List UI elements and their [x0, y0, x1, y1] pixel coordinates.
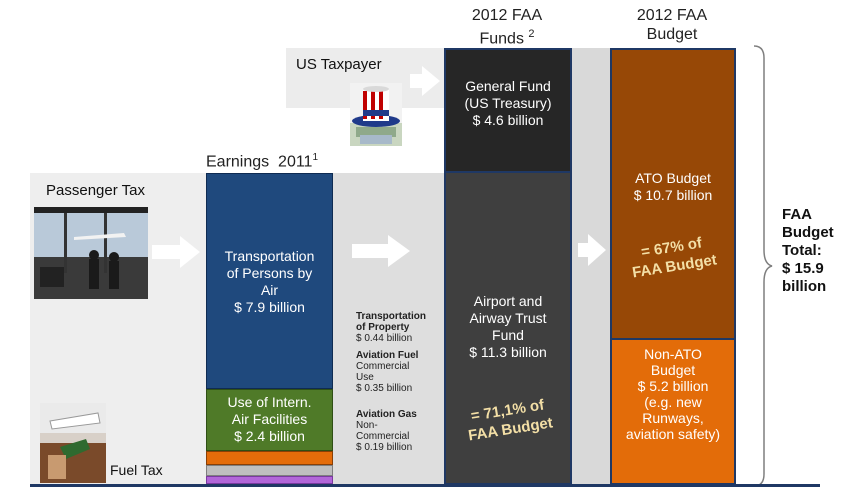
- gas-line3: Commercial: [356, 431, 410, 442]
- trust-line1: Airport and: [473, 293, 543, 309]
- funds-arrow-body: [578, 243, 590, 257]
- property-value: $ 0.44 billion: [356, 333, 413, 344]
- total-line3: Total:: [782, 242, 822, 259]
- general-line1: General Fund: [465, 78, 551, 94]
- funds-header-line2: Funds 2: [479, 28, 535, 48]
- non-ato-budget-text: Non-ATO Budget $ 5.2 billion (e.g. new R…: [612, 346, 734, 442]
- budget-header-line1: 2012 FAA: [636, 7, 708, 24]
- intern-value: $ 2.4 billion: [234, 428, 305, 444]
- fuel-nozzle-image: [40, 403, 106, 483]
- total-line5: billion: [782, 278, 827, 295]
- intern-line1: Use of Intern.: [227, 394, 312, 410]
- aviation-gas-strip: [206, 476, 333, 484]
- gas-line1: Aviation Gas: [356, 409, 417, 420]
- intern-air-facilities-block: Use of Intern. Air Facilities $ 2.4 bill…: [206, 389, 333, 451]
- fuel-line1: Aviation Fuel: [356, 350, 419, 361]
- trust-line2: Airway Trust: [469, 310, 547, 326]
- earnings-to-funds-band: [332, 173, 444, 485]
- airport-terminal-image: [34, 207, 148, 299]
- funds-to-budget-band: [572, 48, 610, 485]
- total-line1: FAA: [782, 206, 812, 223]
- funds-arrow-head: [588, 234, 606, 266]
- intern-line2: Air Facilities: [231, 411, 308, 427]
- nonato-line5: Runways,: [642, 410, 704, 426]
- funds-footnote: 2: [528, 28, 535, 40]
- general-fund-block: General Fund (US Treasury) $ 4.6 billion: [444, 48, 572, 173]
- uncle-sam-hat-image: [350, 83, 402, 146]
- earnings-year: 2011: [278, 153, 313, 171]
- gas-value: $ 0.19 billion: [356, 442, 413, 453]
- faa-budget-total: FAA Budget Total: $ 15.9 billion: [782, 206, 834, 296]
- funds-header-line1: 2012 FAA: [471, 7, 543, 24]
- persons-line1: Transportation: [224, 248, 315, 264]
- nonato-line1: Non-ATO: [644, 346, 702, 362]
- intern-air-facilities-text: Use of Intern. Air Facilities $ 2.4 bill…: [207, 394, 332, 445]
- baseline: [30, 484, 820, 487]
- total-line2: Budget: [782, 224, 834, 241]
- nonato-line4: (e.g. new: [644, 394, 702, 410]
- nonato-line2: Budget: [650, 362, 696, 378]
- funds-header: 2012 FAA Funds 2: [442, 6, 572, 48]
- earnings-footnote: 1: [312, 152, 319, 163]
- fuel-line3: Use: [356, 372, 374, 383]
- property-strip: [206, 451, 333, 465]
- taxpayer-arrow-body: [410, 74, 424, 88]
- trust-fund-text: Airport and Airway Trust Fund $ 11.3 bil…: [446, 293, 570, 361]
- passenger-tax-label: Passenger Tax: [46, 182, 145, 199]
- gas-line2: Non-: [356, 420, 378, 431]
- earnings-arrow-head: [388, 235, 410, 267]
- passenger-arrow-body: [152, 245, 182, 259]
- ato-line1: ATO Budget: [635, 170, 711, 186]
- trust-fund-block: Airport and Airway Trust Fund $ 11.3 bil…: [444, 173, 572, 485]
- nonato-value: $ 5.2 billion: [637, 378, 709, 394]
- earnings-label: Earnings: [206, 153, 270, 171]
- ato-value: $ 10.7 billion: [633, 187, 713, 203]
- non-ato-budget-block: Non-ATO Budget $ 5.2 billion (e.g. new R…: [610, 340, 736, 485]
- property-line1: Transportation: [356, 311, 427, 322]
- budget-header-line2: Budget: [646, 26, 698, 43]
- fuel-tax-label: Fuel Tax: [110, 462, 163, 478]
- budget-header: 2012 FAA Budget: [608, 6, 736, 44]
- earnings-header: Earnings 20111: [206, 148, 356, 171]
- general-fund-text: General Fund (US Treasury) $ 4.6 billion: [446, 78, 570, 129]
- trust-value: $ 11.3 billion: [469, 344, 547, 360]
- persons-line2: of Persons by: [226, 265, 313, 281]
- us-taxpayer-label: US Taxpayer: [296, 56, 382, 73]
- persons-value: $ 7.9 billion: [234, 299, 305, 315]
- general-value: $ 4.6 billion: [472, 112, 544, 128]
- transportation-persons-block: Transportation of Persons by Air $ 7.9 b…: [206, 173, 333, 389]
- fuel-line2: Commercial: [356, 361, 410, 372]
- fuel-value: $ 0.35 billion: [356, 383, 413, 394]
- property-line2: of Property: [356, 322, 410, 333]
- ato-budget-text: ATO Budget $ 10.7 billion: [612, 170, 734, 204]
- ato-share-note: = 67% of FAA Budget: [626, 231, 721, 283]
- passenger-arrow-head: [180, 236, 200, 268]
- persons-line3: Air: [260, 282, 279, 298]
- property-label: Transportation of Property $ 0.44 billio…: [356, 311, 426, 344]
- total-line4: $ 15.9: [782, 260, 824, 277]
- trust-line3: Fund: [492, 327, 524, 343]
- aviation-fuel-label: Aviation Fuel Commercial Use $ 0.35 bill…: [356, 350, 418, 394]
- transportation-persons-text: Transportation of Persons by Air $ 7.9 b…: [207, 248, 332, 316]
- aviation-fuel-strip: [206, 465, 333, 476]
- total-brace: [753, 45, 773, 487]
- general-line2: (US Treasury): [464, 95, 552, 111]
- aviation-gas-label: Aviation Gas Non- Commercial $ 0.19 bill…: [356, 409, 417, 453]
- nonato-line6: aviation safety): [625, 426, 721, 442]
- ato-budget-block: ATO Budget $ 10.7 billion = 67% of FAA B…: [610, 48, 736, 340]
- trust-share-note: = 71,1% of FAA Budget: [462, 394, 557, 446]
- taxpayer-arrow-head: [422, 66, 440, 96]
- earnings-arrow-body: [352, 244, 390, 258]
